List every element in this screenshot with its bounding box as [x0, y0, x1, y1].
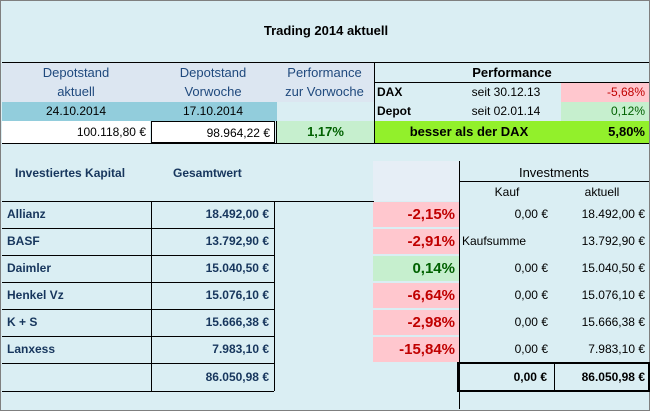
row-aktuell: 15.666,38 € — [581, 315, 645, 329]
row-total: 15.040,50 € — [205, 261, 269, 275]
compare-value: 5,80% — [608, 124, 645, 139]
row-aktuell: 7.983,10 € — [588, 342, 645, 356]
header-depot-vorwoche-line1: Depotstand — [179, 65, 247, 80]
col-header-investiertes-kapital: Investiertes Kapital — [15, 166, 126, 180]
header-band — [2, 62, 374, 102]
row-kauf: Kaufsumme — [462, 234, 527, 248]
row-performance: 0,14% — [373, 256, 459, 281]
row-name: Henkel Vz — [7, 288, 64, 302]
row-divider — [2, 363, 274, 364]
header-performance-line2: zur Vorwoche — [285, 84, 364, 99]
row-aktuell: 15.040,50 € — [581, 261, 645, 275]
row-kauf: 0,00 € — [514, 207, 548, 221]
sum-aktuell: 86.050,98 € — [581, 370, 645, 384]
row-performance: -2,15% — [373, 202, 459, 227]
col-header-kauf: Kauf — [494, 185, 520, 199]
row-aktuell: 18.492,00 € — [581, 207, 645, 221]
compare-label: besser als der DAX — [409, 124, 529, 139]
header-performance-line1: Performance — [287, 65, 362, 80]
row-kauf: 0,00 € — [514, 288, 548, 302]
row-kauf: 0,00 € — [514, 261, 548, 275]
header-depot-aktuell-line2: aktuell — [57, 84, 95, 99]
date-row-band — [2, 102, 277, 121]
row-total: 18.492,00 € — [205, 207, 269, 221]
col-header-gesamtwert: Gesamtwert — [173, 166, 242, 180]
row-name: Allianz — [7, 207, 46, 221]
col-header-aktuell: aktuell — [584, 185, 620, 199]
value-performance: 1,17% — [277, 121, 374, 143]
row-name: BASF — [7, 234, 40, 248]
dax-label: DAX — [377, 85, 403, 99]
row-total: 13.792,90 € — [205, 234, 269, 248]
investments-title: Investments — [518, 165, 590, 180]
row-divider — [2, 282, 274, 283]
header-depot-aktuell-line1: Depotstand — [42, 65, 110, 80]
value-vorwoche: 98.964,22 € — [151, 121, 275, 143]
depot-since: seit 02.01.14 — [471, 104, 541, 118]
row-aktuell: 13.792,90 € — [581, 234, 645, 248]
row-total: 7.983,10 € — [212, 342, 269, 356]
sum-total: 86.050,98 € — [205, 370, 269, 384]
sum-kauf: 0,00 € — [513, 370, 547, 384]
date-vorwoche: 17.10.2014 — [182, 104, 244, 118]
row-kauf: 0,00 € — [514, 342, 548, 356]
row-divider — [2, 255, 274, 256]
dax-value: -5,68% — [561, 83, 649, 102]
row-total: 15.666,38 € — [205, 315, 269, 329]
depot-label: Depot — [377, 104, 411, 118]
row-total: 15.076,10 € — [205, 288, 269, 302]
row-performance: -2,91% — [373, 229, 459, 254]
header-depot-vorwoche-line2: Vorwoche — [184, 84, 242, 99]
row-divider — [2, 336, 274, 337]
dax-since: seit 30.12.13 — [471, 85, 541, 99]
row-divider — [2, 228, 274, 229]
row-performance: -6,64% — [373, 283, 459, 308]
value-aktuell: 100.118,80 € — [2, 121, 150, 143]
row-aktuell: 15.076,10 € — [581, 288, 645, 302]
date-row-empty — [277, 102, 374, 121]
row-divider — [2, 309, 274, 310]
depot-value: 0,12% — [561, 102, 649, 121]
row-performance: -2,98% — [373, 310, 459, 335]
row-performance: -15,84% — [373, 337, 459, 362]
row-name: K + S — [7, 315, 38, 329]
row-name: Lanxess — [7, 342, 56, 356]
row-name: Daimler — [7, 261, 52, 275]
row-kauf: 0,00 € — [514, 315, 548, 329]
perf-column-band — [373, 161, 459, 201]
performance-title: Performance — [472, 65, 552, 80]
compare-band — [375, 121, 649, 143]
date-aktuell: 24.10.2014 — [45, 104, 107, 118]
sheet-title: Trading 2014 aktuell — [263, 23, 389, 38]
